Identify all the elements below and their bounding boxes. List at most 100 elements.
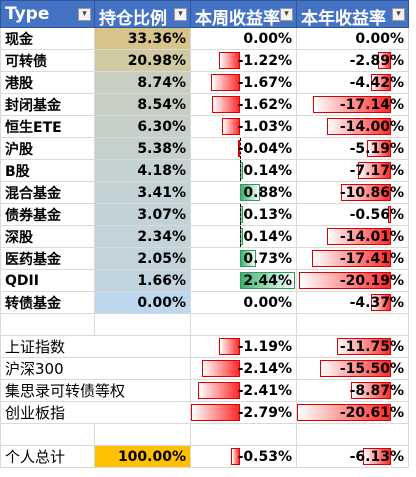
year-return-value: -20.19% xyxy=(339,272,404,289)
week-return-cell[interactable]: -0.04% xyxy=(190,137,297,160)
type-cell[interactable]: 创业板指 xyxy=(0,401,191,424)
year-return-cell[interactable]: -20.19% xyxy=(296,269,409,292)
header-year-return[interactable]: 本年收益率 ▾ xyxy=(296,0,409,28)
week-return-cell[interactable]: 2.44% xyxy=(190,269,297,292)
empty-cell[interactable] xyxy=(296,423,409,446)
week-return-cell[interactable]: -2.14% xyxy=(190,357,297,380)
empty-cell[interactable] xyxy=(94,313,191,336)
header-holding[interactable]: 持仓比例 ▾ xyxy=(94,0,191,28)
type-cell[interactable]: 恒生ETE xyxy=(0,115,95,138)
year-return-cell[interactable]: -4.37% xyxy=(296,291,409,314)
type-cell[interactable]: 深股 xyxy=(0,225,95,248)
filter-dropdown-icon[interactable]: ▾ xyxy=(174,8,187,21)
empty-cell[interactable] xyxy=(190,313,297,336)
week-return-cell[interactable]: -2.79% xyxy=(190,401,297,424)
year-data-bar xyxy=(388,206,391,223)
year-return-cell[interactable]: -5.19% xyxy=(296,137,409,160)
type-cell[interactable]: 现金 xyxy=(0,27,95,50)
year-return-cell[interactable]: -0.56% xyxy=(296,203,409,226)
week-data-bar xyxy=(198,382,240,399)
type-cell[interactable]: 混合基金 xyxy=(0,181,95,204)
type-cell[interactable]: QDII xyxy=(0,269,95,292)
type-cell[interactable]: 上证指数 xyxy=(0,335,191,358)
week-return-cell[interactable]: 0.73% xyxy=(190,247,297,270)
holding-value: 4.18% xyxy=(137,162,186,179)
type-cell[interactable]: B股 xyxy=(0,159,95,182)
holding-cell[interactable]: 3.07% xyxy=(94,203,191,226)
type-cell[interactable]: 债券基金 xyxy=(0,203,95,226)
year-return-cell[interactable]: -14.00% xyxy=(296,115,409,138)
empty-cell[interactable] xyxy=(0,423,95,446)
week-return-cell[interactable]: 0.00% xyxy=(190,27,297,50)
week-return-cell[interactable]: -2.41% xyxy=(190,379,297,402)
week-return-cell[interactable]: -1.19% xyxy=(190,335,297,358)
holding-cell[interactable]: 20.98% xyxy=(94,49,191,72)
holding-cell[interactable]: 100.00% xyxy=(94,445,191,468)
week-return-cell[interactable]: -1.03% xyxy=(190,115,297,138)
holding-cell[interactable]: 6.30% xyxy=(94,115,191,138)
year-return-cell[interactable]: -8.87% xyxy=(296,379,409,402)
holding-cell[interactable]: 8.54% xyxy=(94,93,191,116)
type-cell[interactable]: 医药基金 xyxy=(0,247,95,270)
year-return-cell[interactable]: -4.42% xyxy=(296,71,409,94)
empty-cell[interactable] xyxy=(94,423,191,446)
year-return-cell[interactable]: -17.14% xyxy=(296,93,409,116)
empty-cell[interactable] xyxy=(190,423,297,446)
year-return-value: -15.50% xyxy=(339,360,404,377)
week-return-cell[interactable]: -1.62% xyxy=(190,93,297,116)
type-cell[interactable]: 转债基金 xyxy=(0,291,95,314)
empty-cell[interactable] xyxy=(0,313,95,336)
week-return-cell[interactable]: -1.22% xyxy=(190,49,297,72)
type-cell[interactable]: 封闭基金 xyxy=(0,93,95,116)
table-row: 转债基金 0.00% 0.00% -4.37% xyxy=(0,291,409,314)
year-data-bar xyxy=(358,162,391,179)
empty-cell[interactable] xyxy=(296,313,409,336)
week-return-cell[interactable]: 0.14% xyxy=(190,159,297,182)
header-row: Type ▾ 持仓比例 ▾ 本周收益率 ▾ 本年收益率 ▾ xyxy=(0,0,409,28)
year-return-cell[interactable]: -10.86% xyxy=(296,181,409,204)
holding-cell[interactable]: 33.36% xyxy=(94,27,191,50)
holding-cell[interactable]: 5.38% xyxy=(94,137,191,160)
type-cell[interactable]: 个人总计 xyxy=(0,445,95,468)
holding-cell[interactable]: 2.05% xyxy=(94,247,191,270)
year-return-cell[interactable]: -2.89% xyxy=(296,49,409,72)
week-return-cell[interactable]: 0.14% xyxy=(190,225,297,248)
week-return-cell[interactable]: -0.53% xyxy=(190,445,297,468)
type-cell[interactable]: 集思录可转债等权 xyxy=(0,379,191,402)
year-return-cell[interactable]: -20.61% xyxy=(296,401,409,424)
header-type-label: Type xyxy=(5,4,50,24)
type-label: 恒生ETE xyxy=(5,119,62,136)
type-cell[interactable]: 沪股 xyxy=(0,137,95,160)
year-return-cell[interactable]: 0.00% xyxy=(296,27,409,50)
year-return-cell[interactable]: -6.13% xyxy=(296,445,409,468)
type-label: 创业板指 xyxy=(5,404,66,422)
header-type[interactable]: Type ▾ xyxy=(0,0,95,28)
week-return-cell[interactable]: 0.88% xyxy=(190,181,297,204)
week-return-cell[interactable]: 0.00% xyxy=(190,291,297,314)
year-return-cell[interactable]: -15.50% xyxy=(296,357,409,380)
holding-cell[interactable]: 4.18% xyxy=(94,159,191,182)
filter-dropdown-icon[interactable]: ▾ xyxy=(280,8,293,21)
week-return-cell[interactable]: -1.67% xyxy=(190,71,297,94)
type-label: B股 xyxy=(5,163,30,180)
year-return-cell[interactable]: -7.17% xyxy=(296,159,409,182)
type-cell[interactable]: 港股 xyxy=(0,71,95,94)
holding-cell[interactable]: 3.41% xyxy=(94,181,191,204)
holding-cell[interactable]: 2.34% xyxy=(94,225,191,248)
type-cell[interactable]: 沪深300 xyxy=(0,357,191,380)
type-label: 港股 xyxy=(5,75,33,92)
year-return-cell[interactable]: -11.75% xyxy=(296,335,409,358)
week-return-cell[interactable]: 0.13% xyxy=(190,203,297,226)
filter-dropdown-icon[interactable]: ▾ xyxy=(78,8,91,21)
week-return-value: -1.03% xyxy=(237,118,292,135)
year-return-cell[interactable]: -17.41% xyxy=(296,247,409,270)
type-cell[interactable]: 可转债 xyxy=(0,49,95,72)
header-week-return[interactable]: 本周收益率 ▾ xyxy=(190,0,297,28)
filter-dropdown-icon[interactable]: ▾ xyxy=(392,8,405,21)
holding-cell[interactable]: 1.66% xyxy=(94,269,191,292)
holding-cell[interactable]: 0.00% xyxy=(94,291,191,314)
holding-cell[interactable]: 8.74% xyxy=(94,71,191,94)
type-label: 债券基金 xyxy=(5,207,61,224)
year-return-cell[interactable]: -14.01% xyxy=(296,225,409,248)
